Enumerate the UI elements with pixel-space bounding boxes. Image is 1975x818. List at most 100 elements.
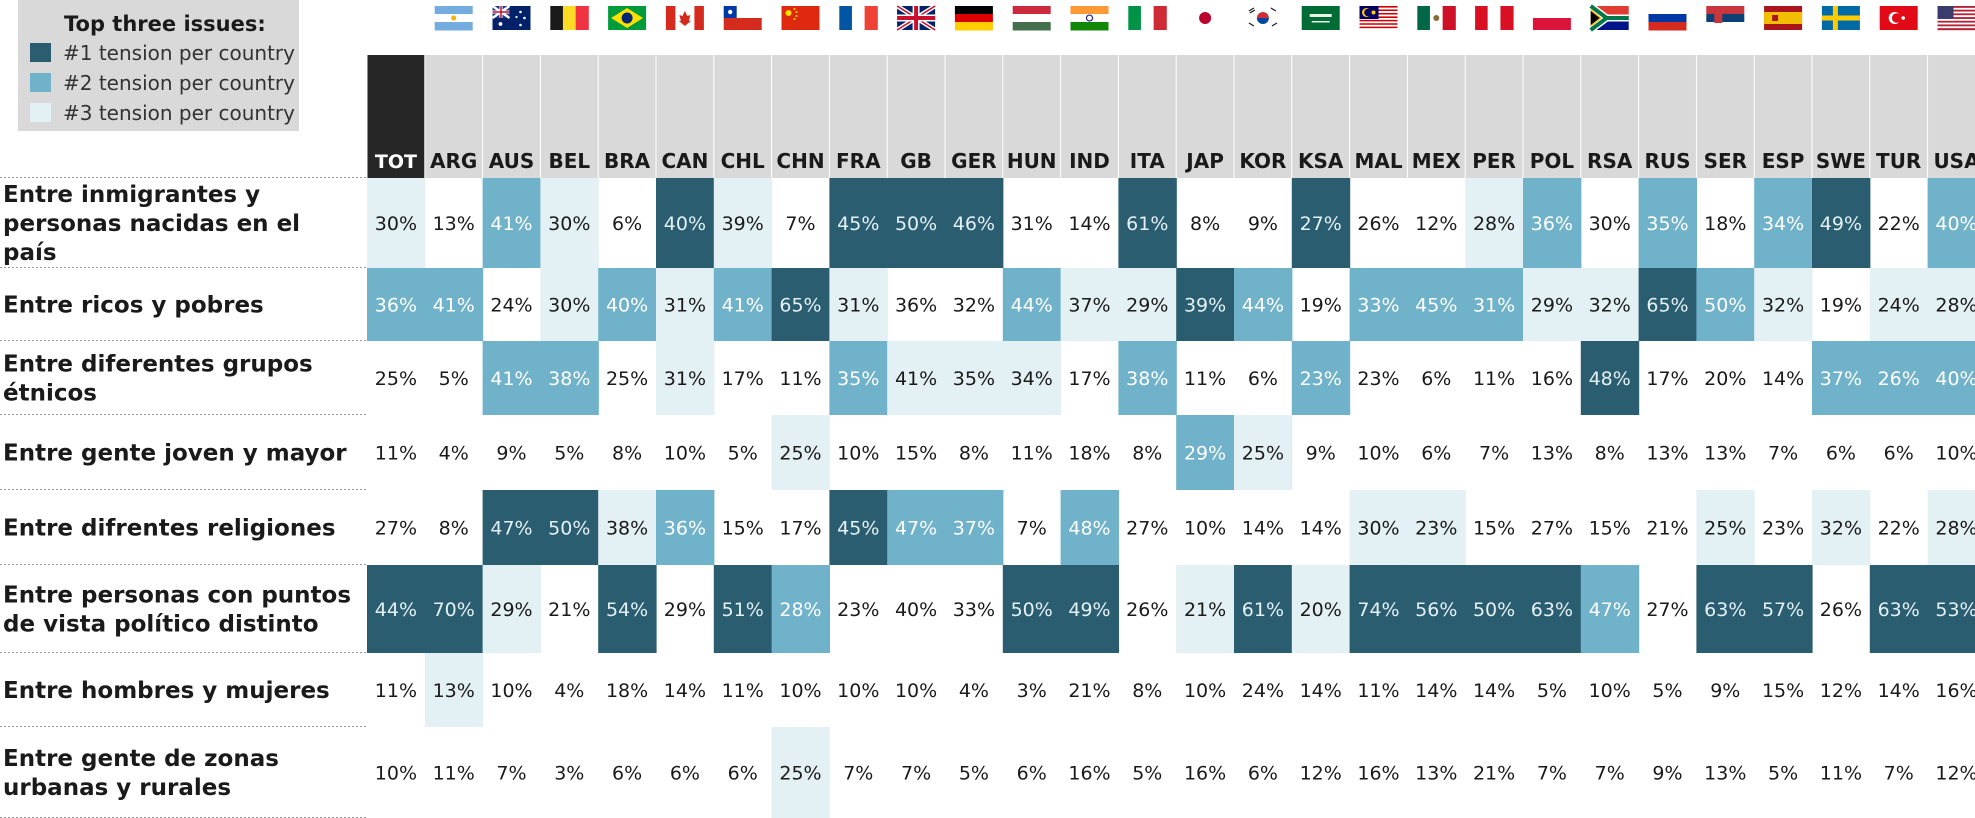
row-label: Entre difrentes religiones	[3, 516, 336, 542]
legend-label-rank1: #1 tension per country	[63, 41, 295, 65]
cell-value: 23%	[1762, 518, 1804, 540]
cell-value: 50%	[548, 518, 590, 540]
cell-value: 23%	[1300, 368, 1342, 390]
column-header-bg-usa	[1928, 55, 1975, 178]
cell-bg	[1812, 178, 1871, 268]
cell-value: 7%	[901, 763, 931, 785]
cell-value: 14%	[1878, 680, 1920, 702]
cell-bg	[1234, 415, 1293, 490]
column-header-bg-rsa	[1581, 55, 1639, 178]
cell-value: 26%	[1357, 213, 1399, 235]
cell-value: 4%	[959, 680, 989, 702]
malaysia-flag-icon	[1359, 6, 1398, 30]
column-header-bg-bra	[598, 55, 656, 178]
column-header-bg-chn	[772, 55, 829, 178]
row-label: Entre ricos y pobres	[3, 293, 264, 319]
cell-value: 7%	[1537, 763, 1567, 785]
cell-value: 35%	[953, 368, 995, 390]
cell-bg	[367, 565, 426, 653]
column-header-bg-hun	[1003, 55, 1061, 178]
cell-value: 34%	[1762, 213, 1804, 235]
cell-value: 11%	[1473, 368, 1515, 390]
cell-value: 37%	[953, 518, 995, 540]
cell-value: 29%	[1126, 295, 1168, 317]
cell-value: 10%	[895, 680, 937, 702]
column-header-chn: CHN	[776, 149, 824, 173]
cell-value: 30%	[548, 213, 590, 235]
column-header-aus: AUS	[489, 149, 535, 173]
cell-value: 47%	[490, 518, 532, 540]
cell-value: 32%	[953, 295, 995, 317]
spain-flag-icon	[1764, 6, 1803, 30]
cell-value: 34%	[1011, 368, 1053, 390]
cell-value: 36%	[895, 295, 937, 317]
cell-bg	[1580, 268, 1640, 341]
cell-bg	[1002, 341, 1062, 415]
cell-value: 29%	[490, 599, 532, 621]
cell-value: 3%	[554, 763, 584, 785]
cell-value: 53%	[1935, 599, 1975, 621]
cell-value: 6%	[1421, 443, 1451, 465]
column-header-rsa: RSA	[1587, 149, 1633, 173]
column-header-bg-mex	[1407, 55, 1465, 178]
cell-value: 26%	[1820, 599, 1862, 621]
legend-box	[18, 0, 299, 131]
cell-value: 6%	[1421, 368, 1451, 390]
cell-value: 8%	[1132, 680, 1162, 702]
cell-value: 50%	[1473, 599, 1515, 621]
cell-bg	[1638, 268, 1697, 341]
cell-value: 40%	[1935, 213, 1975, 235]
cell-bg	[1407, 268, 1466, 341]
cell-bg	[1060, 268, 1119, 341]
cell-value: 29%	[1184, 443, 1226, 465]
cell-value: 74%	[1357, 599, 1399, 621]
china-flag-icon	[781, 6, 820, 30]
cell-bg	[1291, 565, 1351, 653]
cell-bg	[1869, 268, 1929, 341]
belgium-flag-icon	[550, 6, 589, 30]
cell-value: 31%	[837, 295, 879, 317]
cell-value: 23%	[1415, 518, 1457, 540]
cell-value: 28%	[779, 599, 821, 621]
cell-value: 29%	[1531, 295, 1573, 317]
cell-value: 5%	[959, 763, 989, 785]
cell-value: 9%	[1710, 680, 1740, 702]
cell-value: 20%	[1704, 368, 1746, 390]
canada-flag-icon	[665, 6, 704, 30]
korea-flag-icon	[1243, 6, 1282, 30]
cell-value: 33%	[1357, 295, 1399, 317]
cell-value: 19%	[1300, 295, 1342, 317]
legend-title: Top three issues:	[64, 12, 266, 36]
column-header-mal: MAL	[1354, 149, 1402, 173]
column-header-pol: POL	[1530, 149, 1575, 173]
cell-bg	[482, 490, 541, 565]
australia-flag-icon	[491, 5, 531, 30]
germany-flag-icon	[954, 6, 993, 31]
cell-value: 8%	[612, 443, 642, 465]
cell-value: 5%	[728, 443, 758, 465]
cell-value: 10%	[779, 680, 821, 702]
cell-value: 70%	[433, 599, 475, 621]
cell-bg	[482, 178, 541, 268]
cell-value: 7%	[1479, 443, 1509, 465]
cell-value: 44%	[375, 599, 417, 621]
column-header-bg-arg	[425, 55, 483, 178]
cell-value: 27%	[1646, 599, 1688, 621]
cell-value: 50%	[895, 213, 937, 235]
cell-bg	[656, 178, 715, 268]
brazil-flag-icon	[608, 6, 647, 30]
cell-value: 5%	[1652, 680, 1682, 702]
cell-value: 13%	[1704, 763, 1746, 785]
serbia-flag-icon	[1706, 6, 1745, 31]
column-header-rus: RUS	[1644, 149, 1690, 173]
cell-value: 61%	[1126, 213, 1168, 235]
column-header-bg-chl	[714, 55, 772, 178]
italy-flag-icon	[1128, 6, 1167, 30]
cell-value: 38%	[1126, 368, 1168, 390]
cell-value: 45%	[1415, 295, 1457, 317]
cell-value: 6%	[1884, 443, 1914, 465]
cell-bg	[1234, 565, 1293, 653]
cell-value: 47%	[895, 518, 937, 540]
column-header-gb: GB	[900, 149, 932, 173]
